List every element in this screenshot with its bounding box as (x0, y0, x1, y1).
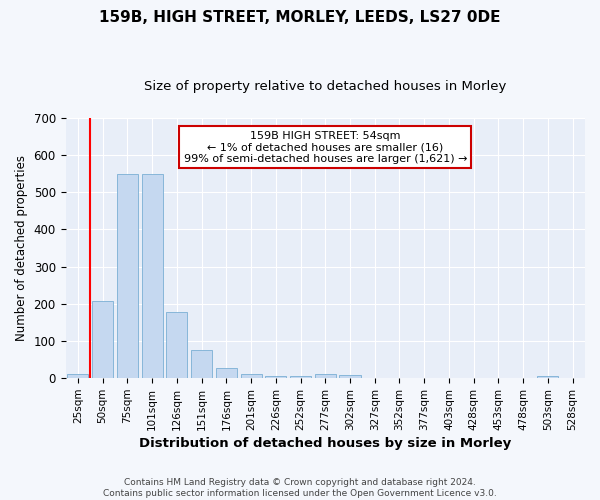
Bar (216, 368, 237, 378)
Bar (142, 174, 163, 378)
Title: Size of property relative to detached houses in Morley: Size of property relative to detached ho… (144, 80, 506, 93)
Bar (315, 374, 336, 378)
Text: Contains HM Land Registry data © Crown copyright and database right 2024.
Contai: Contains HM Land Registry data © Crown c… (103, 478, 497, 498)
Y-axis label: Number of detached properties: Number of detached properties (15, 155, 28, 341)
Bar (117, 174, 138, 378)
Bar (538, 376, 559, 378)
Bar (92, 301, 113, 378)
Bar (67, 374, 88, 378)
Bar (191, 350, 212, 378)
Bar (166, 312, 187, 378)
Text: 159B, HIGH STREET, MORLEY, LEEDS, LS27 0DE: 159B, HIGH STREET, MORLEY, LEEDS, LS27 0… (99, 10, 501, 25)
Bar (290, 376, 311, 378)
Bar (265, 376, 286, 378)
Text: 159B HIGH STREET: 54sqm
← 1% of detached houses are smaller (16)
99% of semi-det: 159B HIGH STREET: 54sqm ← 1% of detached… (184, 131, 467, 164)
X-axis label: Distribution of detached houses by size in Morley: Distribution of detached houses by size … (139, 437, 511, 450)
Bar (340, 375, 361, 378)
Bar (241, 374, 262, 378)
